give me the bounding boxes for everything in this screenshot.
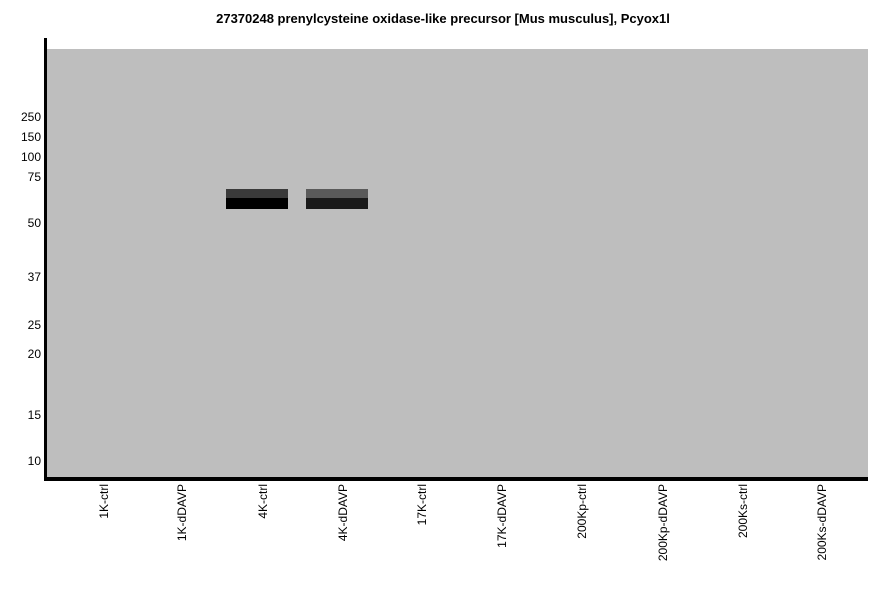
gel-band-4K-ctrl bbox=[226, 189, 288, 209]
x-tick-label-200Ks-dDAVP: 200Ks-dDAVP bbox=[815, 484, 829, 561]
y-tick-label-15: 15 bbox=[27, 408, 41, 422]
gel-band-upper-segment bbox=[306, 189, 368, 198]
plot-area bbox=[47, 49, 868, 477]
y-tick-label-100: 100 bbox=[20, 150, 41, 164]
x-tick-label-4K-dDAVP: 4K-dDAVP bbox=[336, 484, 350, 542]
gel-band-4K-dDAVP bbox=[306, 189, 368, 209]
gel-band-upper-segment bbox=[226, 189, 288, 198]
x-axis-spine bbox=[44, 477, 868, 481]
gel-band-lower-segment bbox=[226, 198, 288, 209]
x-tick-label-4K-ctrl: 4K-ctrl bbox=[256, 484, 270, 519]
figure-title: 27370248 prenylcysteine oxidase-like pre… bbox=[216, 11, 670, 26]
x-tick-label-1K-dDAVP: 1K-dDAVP bbox=[175, 484, 189, 542]
y-axis-spine bbox=[44, 38, 47, 481]
y-tick-label-20: 20 bbox=[27, 347, 41, 361]
gel-band-lower-segment bbox=[306, 198, 368, 209]
y-tick-label-50: 50 bbox=[27, 216, 41, 230]
y-tick-label-37: 37 bbox=[27, 270, 41, 284]
x-tick-label-1K-ctrl: 1K-ctrl bbox=[97, 484, 111, 519]
y-tick-label-150: 150 bbox=[20, 130, 41, 144]
x-tick-label-17K-dDAVP: 17K-dDAVP bbox=[495, 484, 509, 548]
x-tick-label-200Kp-ctrl: 200Kp-ctrl bbox=[575, 484, 589, 539]
x-tick-label-200Kp-dDAVP: 200Kp-dDAVP bbox=[656, 484, 670, 562]
x-tick-label-17K-ctrl: 17K-ctrl bbox=[415, 484, 429, 526]
y-tick-label-250: 250 bbox=[20, 110, 41, 124]
x-tick-label-200Ks-ctrl: 200Ks-ctrl bbox=[736, 484, 750, 539]
y-tick-label-75: 75 bbox=[27, 170, 41, 184]
y-tick-label-25: 25 bbox=[27, 318, 41, 332]
y-tick-label-10: 10 bbox=[27, 454, 41, 468]
